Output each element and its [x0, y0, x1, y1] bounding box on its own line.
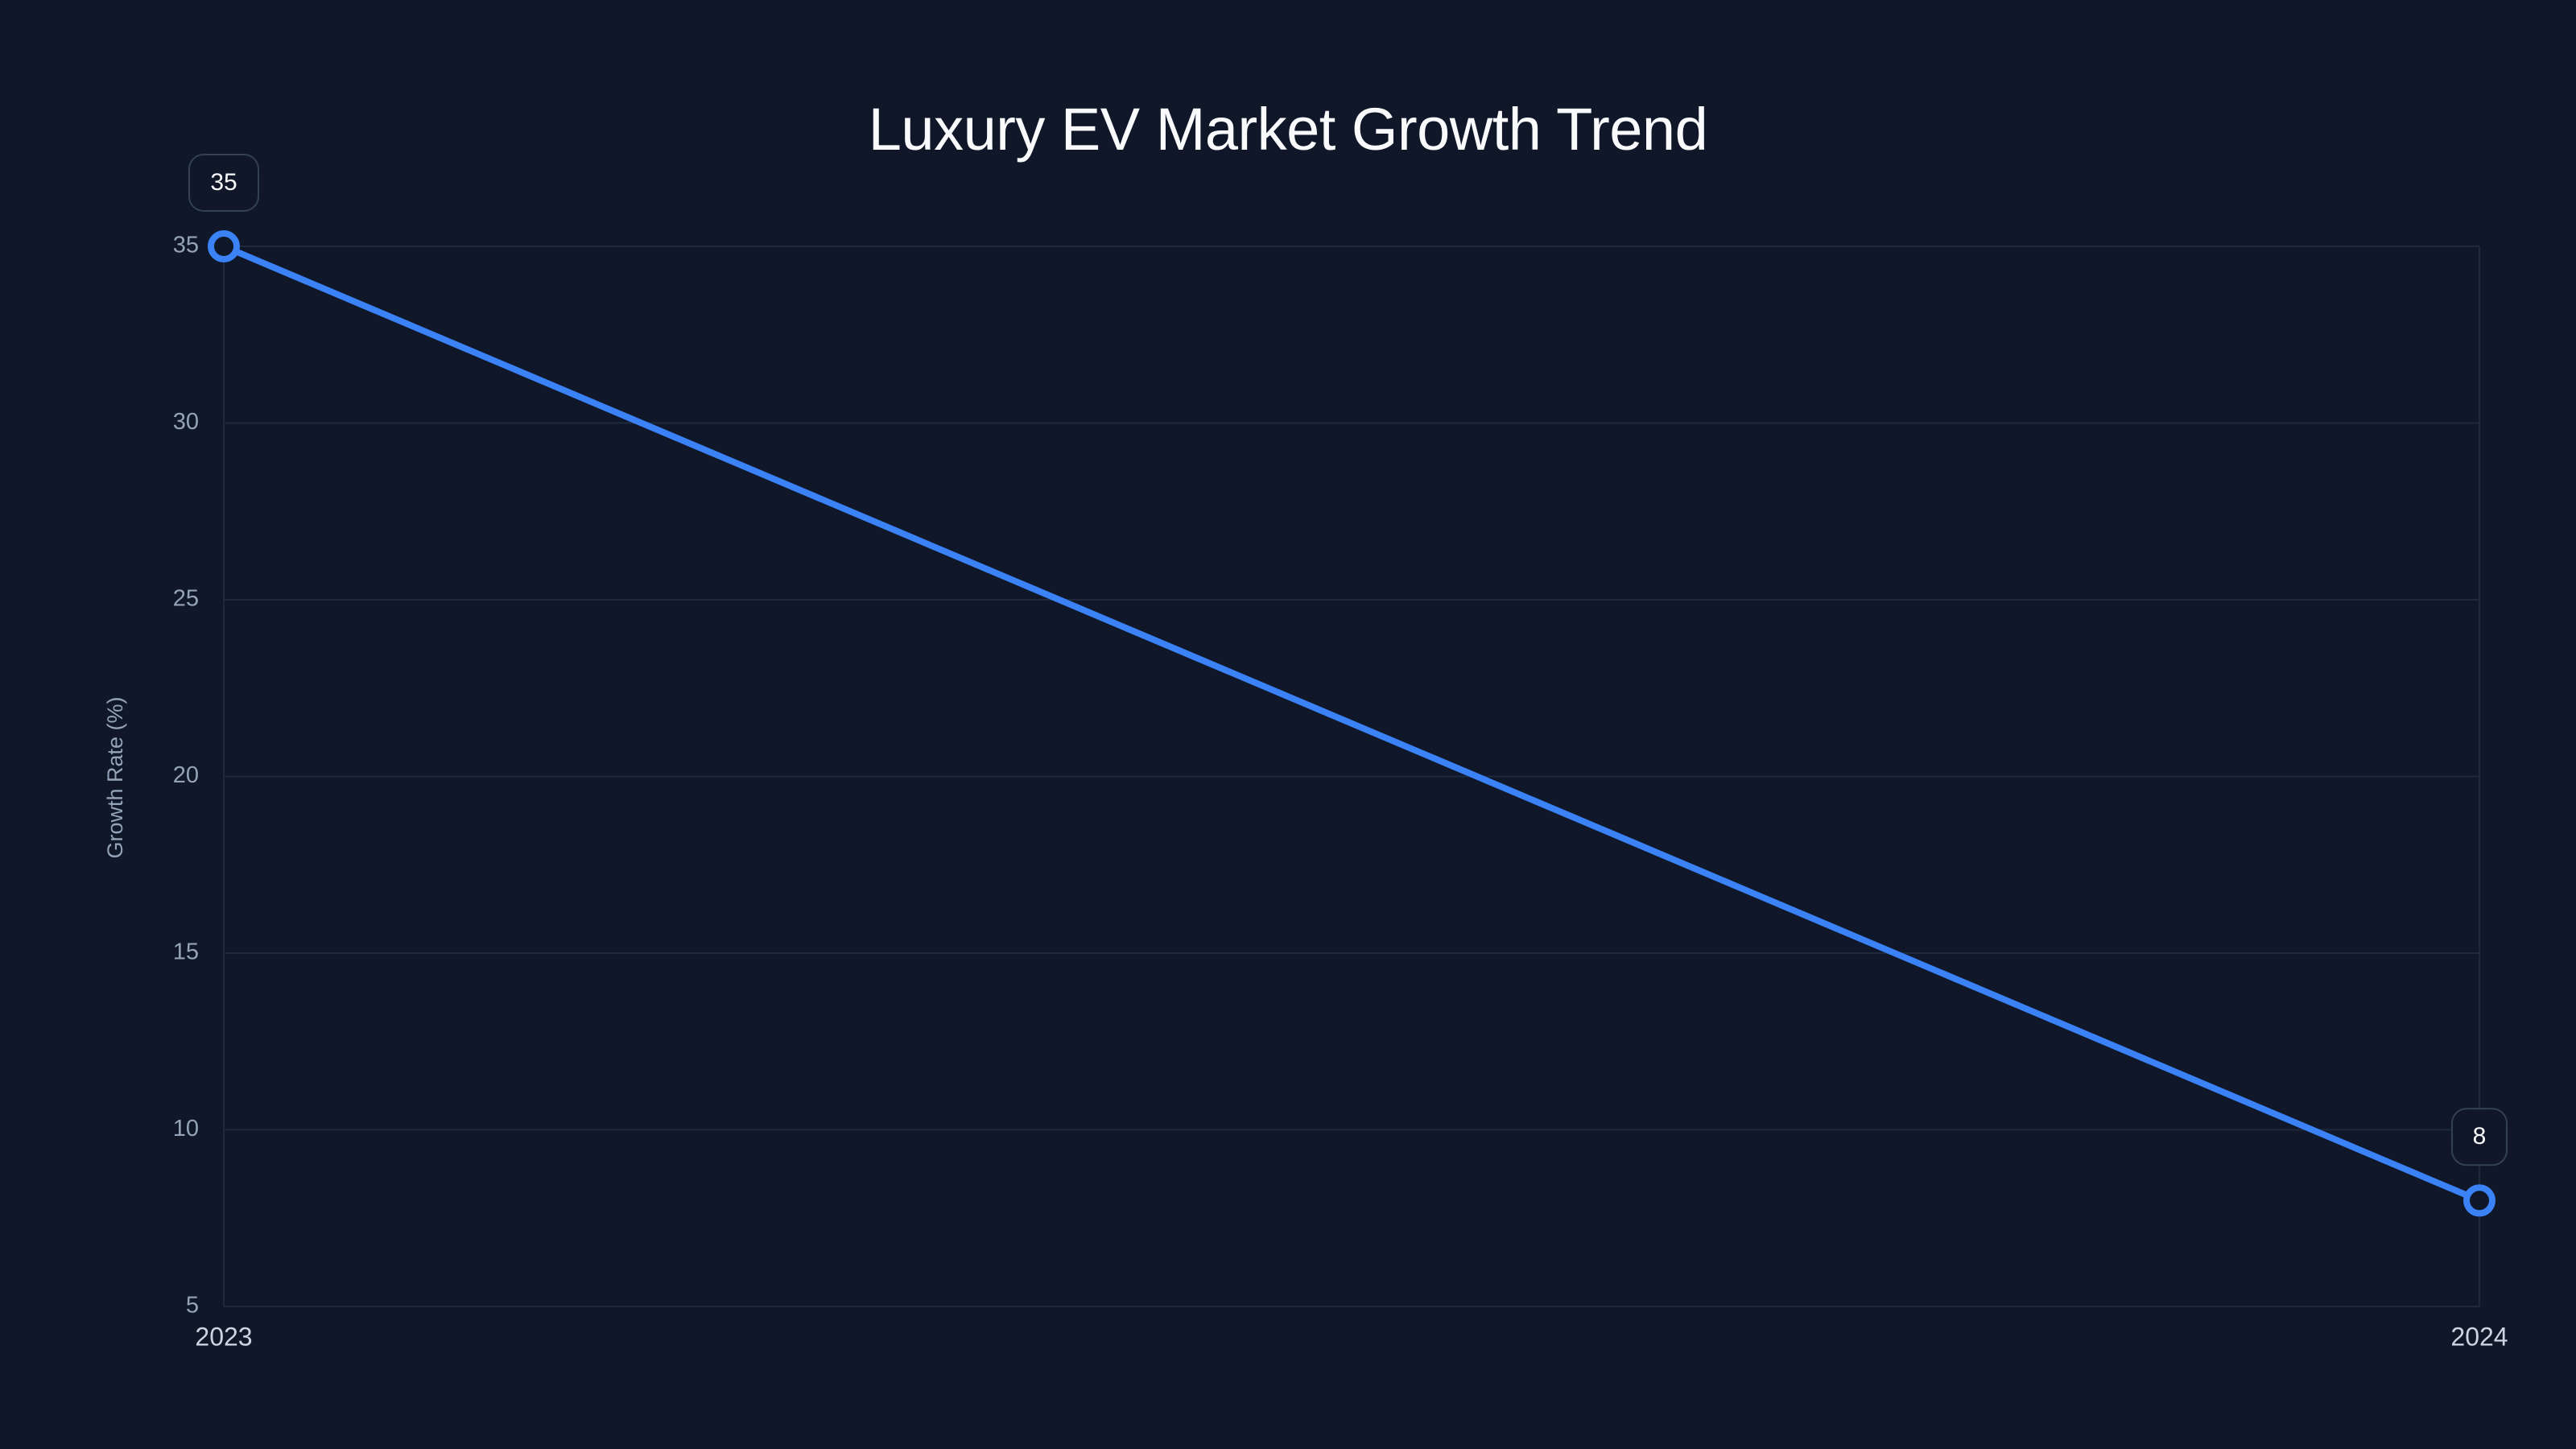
- data-label-box: [2451, 1108, 2508, 1166]
- data-points[interactable]: [208, 230, 2496, 1217]
- x-axis-ticks: 2023 2024: [195, 1322, 2508, 1351]
- chart-title: Luxury EV Market Growth Trend: [868, 96, 1708, 163]
- data-point-marker[interactable]: [208, 230, 240, 262]
- series-line: [221, 243, 2483, 1204]
- y-tick-label: 20: [173, 762, 199, 788]
- x-tick-label: 2024: [2450, 1322, 2508, 1351]
- y-tick-label: 35: [173, 233, 199, 258]
- y-tick-label: 25: [173, 586, 199, 612]
- y-axis-label: Growth Rate (%): [103, 696, 127, 858]
- x-tick-label: 2023: [195, 1322, 252, 1351]
- gridlines: [223, 246, 2480, 1307]
- y-tick-label: 15: [173, 939, 199, 965]
- y-tick-label: 5: [186, 1293, 199, 1319]
- y-axis-ticks: 5 10 15 20 25 30 35: [173, 233, 199, 1319]
- data-label-box: [188, 154, 259, 212]
- data-label-text: 35: [210, 169, 237, 196]
- data-point-marker[interactable]: [2463, 1184, 2496, 1217]
- data-labels: 35 8: [188, 154, 2508, 1166]
- y-tick-label: 30: [173, 409, 199, 435]
- y-tick-label: 10: [173, 1116, 199, 1141]
- series-line-path: [221, 243, 2483, 1204]
- data-label-text: 8: [2473, 1123, 2487, 1150]
